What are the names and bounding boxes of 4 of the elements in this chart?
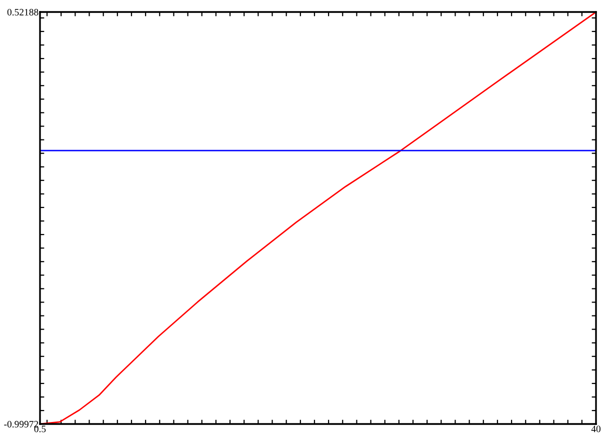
x-tick-label: 40 [591,426,600,432]
y-tick-label: 0.52188 [7,8,38,16]
x-tick-label: 0.5 [34,426,46,432]
y-tick-label: -0.99972 [4,420,38,428]
